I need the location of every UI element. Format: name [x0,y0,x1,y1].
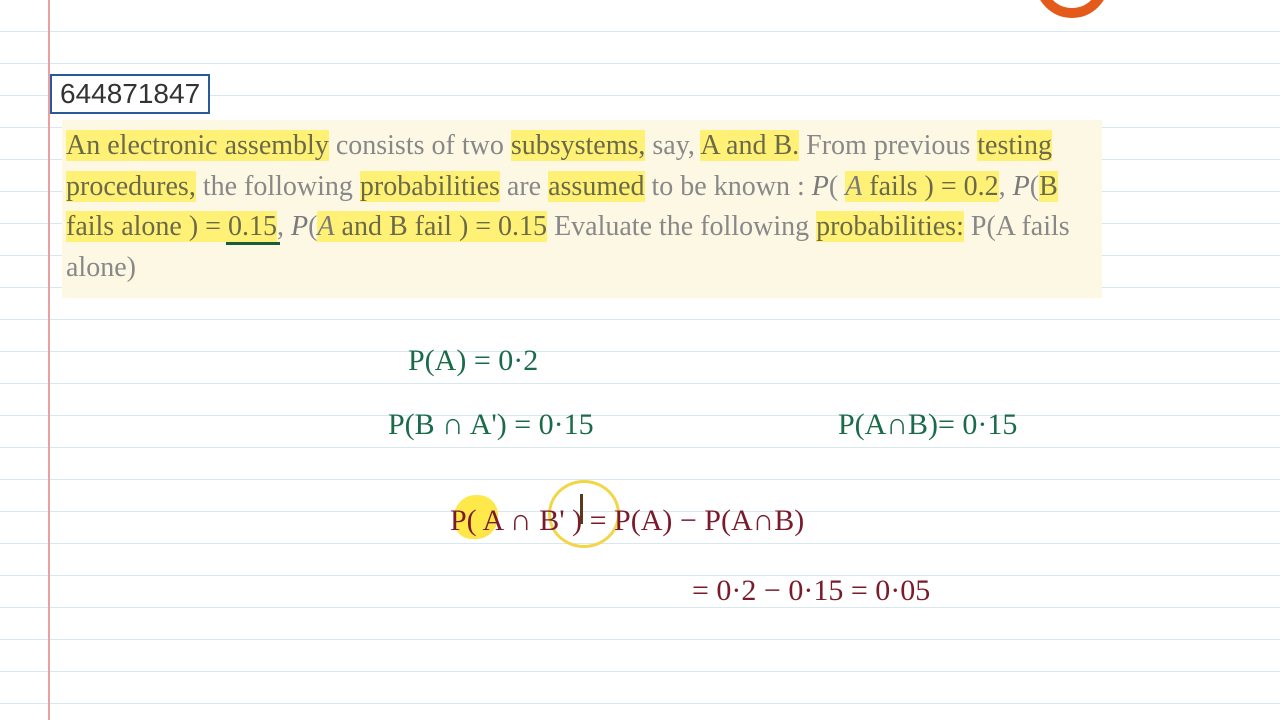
q-frag: , [999,171,1013,202]
equation-pa: P(A) = 0·2 [408,344,538,378]
q-frag: ) = 0.2 [925,171,999,202]
q-frag: ( [308,211,317,242]
q-frag: A [845,171,862,202]
q-frag: electronic assembly [107,130,329,161]
logo-text: doubtnut [1111,0,1280,9]
q-frag: Evaluate the following [547,211,816,242]
q-frag: known : [714,171,812,202]
q-frag: subsystems, [511,130,646,161]
q-frag: ) = 0.15 [189,211,277,242]
q-frag: to be [645,171,714,202]
q-frag: , [277,211,291,242]
q-frag: A [317,211,334,242]
q-frag: probabilities: [816,211,964,242]
cursor-mark [580,494,583,524]
underline-annotation [226,242,280,245]
doubtnut-logo: doubtnut [1035,0,1280,18]
q-frag: An [66,130,107,161]
q-frag: P [812,171,829,202]
q-frag: previ­ous [874,130,977,161]
q-frag: the following [196,171,360,202]
q-frag: and B fail [335,211,459,242]
problem-id-box: 644871847 [50,74,210,114]
q-frag: are [500,171,548,202]
q-frag: probabilities [360,171,500,202]
q-frag: P [291,211,308,242]
equation-b-int-aprime: P(B ∩ A') = 0·15 [388,408,594,442]
q-frag: P [1013,171,1030,202]
logo-icon [1035,0,1109,18]
q-frag: assumed [548,171,644,202]
q-frag: say, [645,130,700,161]
q-frag: ( [1030,171,1039,202]
q-frag: consists of two [329,130,511,161]
equation-result: = 0·2 − 0·15 = 0·05 [692,574,930,608]
q-frag: ) = 0.15 [459,211,547,242]
q-frag: A and B. [700,130,799,161]
question-text: An electronic assembly consists of two s… [62,120,1102,298]
problem-id: 644871847 [60,78,200,109]
q-frag: From [799,130,874,161]
q-frag: fails [862,171,924,202]
equation-target: P( A ∩ B' ) = P(A) − P(A∩B) [450,504,804,538]
equation-a-int-b: P(A∩B)= 0·15 [838,408,1017,442]
q-frag: ( [829,171,845,202]
